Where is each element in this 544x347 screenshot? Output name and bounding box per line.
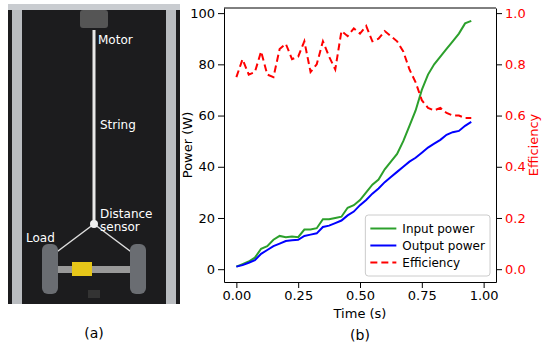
tick-label: 40 bbox=[198, 159, 215, 174]
tick-mark bbox=[496, 116, 502, 117]
legend-label: Efficiency bbox=[402, 256, 460, 270]
tick-mark bbox=[496, 167, 502, 168]
tick: 40 bbox=[198, 159, 224, 174]
tick-mark bbox=[218, 116, 224, 117]
tick-label: 0.25 bbox=[284, 288, 313, 303]
photo-label: Distancesensor bbox=[100, 207, 152, 234]
legend-label: Output power bbox=[402, 239, 485, 253]
legend-swatch bbox=[370, 262, 396, 264]
y2ticks-axis: 0.0 0.2 0.4 0.6 0.8 1.0 bbox=[496, 6, 526, 283]
tick: 0.2 bbox=[496, 211, 526, 226]
tick-mark bbox=[496, 269, 502, 270]
series-line bbox=[236, 26, 471, 118]
string bbox=[93, 30, 96, 224]
tick-label: 0.75 bbox=[408, 288, 437, 303]
y2-axis-title: Efficiency bbox=[526, 113, 541, 176]
photo-label: String bbox=[100, 118, 136, 132]
tick-label: 0 bbox=[207, 262, 215, 277]
tick-mark bbox=[360, 282, 361, 288]
tick-mark bbox=[236, 282, 237, 288]
tick: 1.0 bbox=[496, 6, 526, 21]
tick-mark bbox=[218, 269, 224, 270]
legend: Input power Output power Efficiency bbox=[365, 215, 490, 276]
tick-mark bbox=[218, 218, 224, 219]
tick: 60 bbox=[198, 108, 224, 123]
tick-mark bbox=[218, 64, 224, 65]
panel-caption: (a) bbox=[84, 325, 104, 341]
tick: 0.4 bbox=[496, 159, 526, 174]
tick-label: 0.4 bbox=[505, 159, 526, 174]
photo-label: Load bbox=[26, 231, 55, 245]
tick-label: 100 bbox=[190, 6, 215, 21]
tick-label: 0.2 bbox=[505, 211, 526, 226]
tick-label: 0.8 bbox=[505, 57, 526, 72]
tick-label: 0.00 bbox=[222, 288, 251, 303]
tick-mark bbox=[218, 13, 224, 14]
tick-label: 20 bbox=[198, 211, 215, 226]
axis-line bbox=[224, 9, 225, 283]
panel-caption: (b) bbox=[350, 327, 370, 343]
tick: 0.25 bbox=[284, 282, 313, 303]
tick-label: 60 bbox=[198, 108, 215, 123]
legend-swatch bbox=[370, 245, 396, 247]
load-wheel bbox=[42, 244, 58, 294]
tick-mark bbox=[496, 64, 502, 65]
tick-mark bbox=[484, 282, 485, 288]
legend-box bbox=[365, 215, 490, 276]
yticks-axis: 0 20 40 60 80 100 bbox=[190, 6, 224, 283]
tick: 20 bbox=[198, 211, 224, 226]
legend-item: Input power bbox=[370, 222, 474, 236]
tick: 0.00 bbox=[222, 282, 251, 303]
frame-top bbox=[224, 8, 496, 9]
tick: 0.0 bbox=[496, 262, 526, 277]
tick-mark bbox=[298, 282, 299, 288]
panel-a: Motor String Load Distancesensor bbox=[8, 4, 180, 304]
legend-swatch bbox=[370, 228, 396, 230]
distance-sensor bbox=[88, 290, 100, 298]
tick: 0.75 bbox=[408, 282, 437, 303]
tick-mark bbox=[496, 13, 502, 14]
tick-mark bbox=[218, 167, 224, 168]
load-axle bbox=[58, 266, 130, 273]
y-axis-title: Power (W) bbox=[180, 112, 195, 178]
frame-bar bbox=[166, 4, 176, 304]
legend-label: Input power bbox=[402, 222, 474, 236]
tick-label: 0.50 bbox=[346, 288, 375, 303]
tick-label: 1.0 bbox=[505, 6, 526, 21]
tick-label: 1.00 bbox=[470, 288, 499, 303]
tick: 0.6 bbox=[496, 108, 526, 123]
legend-item: Output power bbox=[370, 239, 485, 253]
tick: 0.50 bbox=[346, 282, 375, 303]
figure: MotorStringLoadDistancesensor(a)0.000.25… bbox=[0, 0, 544, 347]
photo-background bbox=[8, 4, 180, 304]
legend-item: Efficiency bbox=[370, 256, 460, 270]
tick-mark bbox=[422, 282, 423, 288]
x-axis-title: Time (s) bbox=[333, 306, 387, 321]
frame-bar bbox=[12, 4, 22, 304]
tick-label: 0.6 bbox=[505, 108, 526, 123]
tick-label: 80 bbox=[198, 57, 215, 72]
frame-top bbox=[8, 4, 180, 10]
load-wheel bbox=[130, 244, 146, 294]
tick: 0 bbox=[207, 262, 224, 277]
string-knot bbox=[90, 220, 98, 228]
tick: 1.00 bbox=[470, 282, 499, 303]
tick: 80 bbox=[198, 57, 224, 72]
xticks-axis: 0.00 0.25 0.50 0.75 1.00 bbox=[222, 282, 498, 303]
tick-mark bbox=[496, 218, 502, 219]
tick: 100 bbox=[190, 6, 224, 21]
photo-label: Motor bbox=[98, 33, 133, 47]
tick: 0.8 bbox=[496, 57, 526, 72]
axis-line bbox=[496, 9, 497, 283]
tick-label: 0.0 bbox=[505, 262, 526, 277]
motor bbox=[80, 10, 108, 28]
load-weight bbox=[72, 262, 92, 276]
